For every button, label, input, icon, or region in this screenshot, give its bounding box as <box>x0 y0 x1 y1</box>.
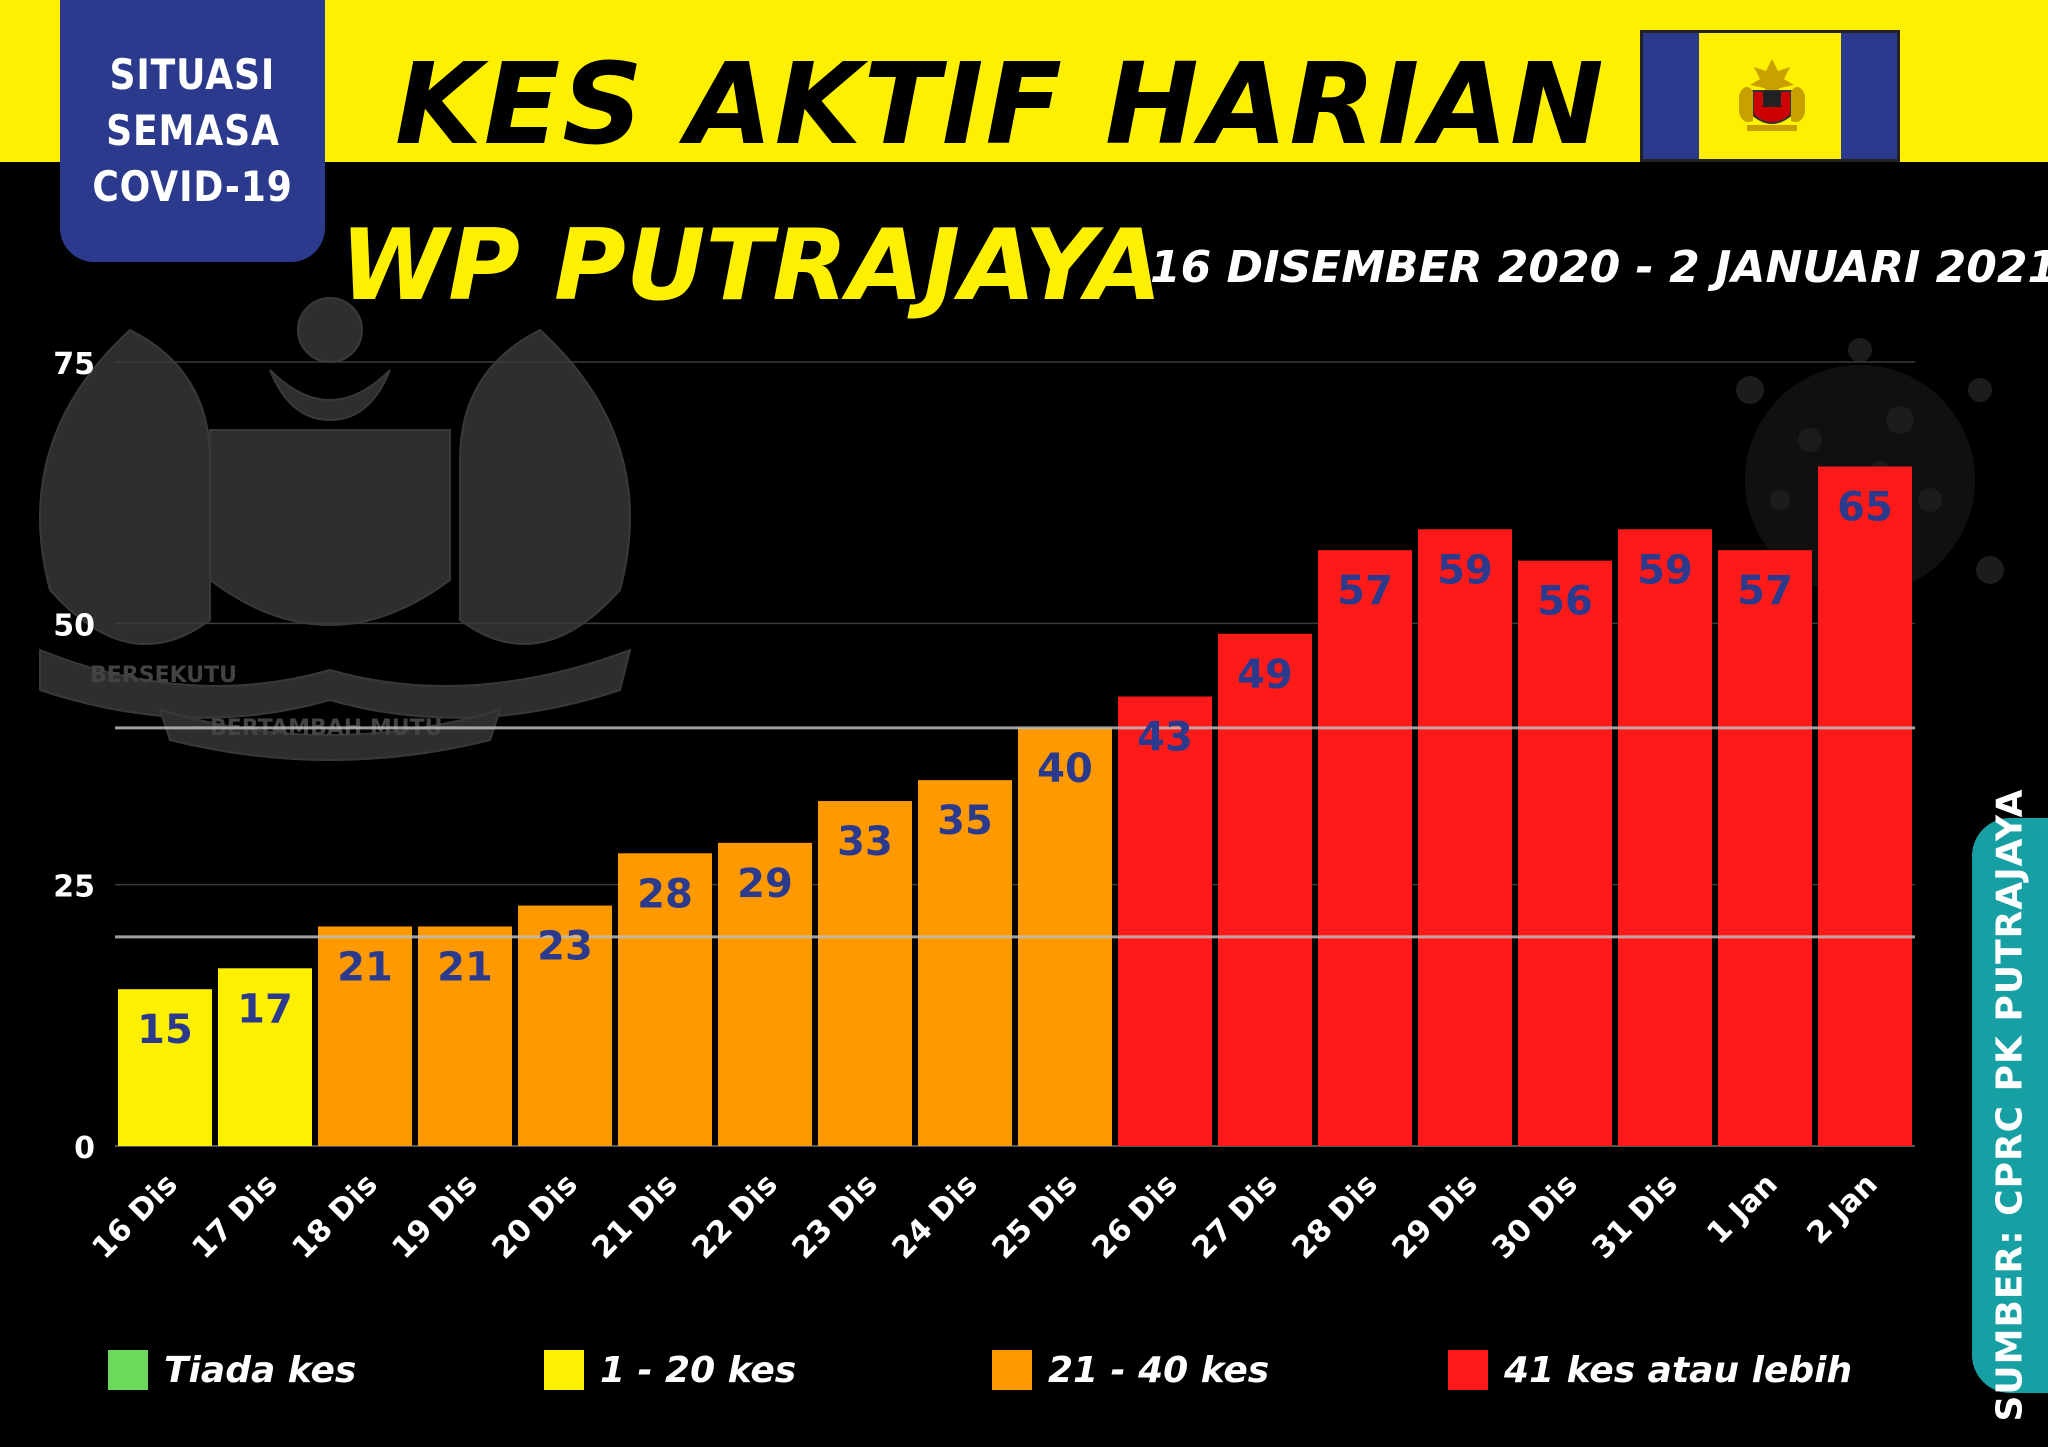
page-title: KES AKTIF HARIAN <box>395 40 1606 170</box>
x-tick-label: 19 Dis <box>385 1167 484 1260</box>
bar-value-label: 23 <box>537 924 593 970</box>
bar-value-label: 57 <box>1337 568 1393 614</box>
x-tick-label: 30 Dis <box>1485 1167 1584 1260</box>
legend-label-none: Tiada kes <box>164 1349 357 1391</box>
bar <box>1418 529 1512 1146</box>
legend-label-mid: 21 - 40 kes <box>1048 1349 1270 1391</box>
bar <box>1118 696 1212 1146</box>
x-tick-label: 1 Jan <box>1700 1167 1784 1251</box>
bar-value-label: 57 <box>1737 568 1793 614</box>
legend-item-mid: 21 - 40 kes <box>992 1342 1269 1398</box>
x-tick-label: 26 Dis <box>1085 1167 1184 1260</box>
bar-value-label: 21 <box>437 944 493 990</box>
bar <box>718 842 812 1146</box>
bar <box>318 926 412 1146</box>
bar-value-label: 56 <box>1537 579 1593 625</box>
x-tick-label: 27 Dis <box>1185 1167 1284 1260</box>
bar <box>218 968 312 1146</box>
x-tick-label: 20 Dis <box>485 1167 584 1260</box>
covid-situation-badge: SITUASI SEMASA COVID-19 <box>60 0 325 262</box>
bar <box>1218 633 1312 1146</box>
bar-value-label: 17 <box>237 986 293 1032</box>
legend-item-low: 1 - 20 kes <box>544 1342 796 1398</box>
legend-label-low: 1 - 20 kes <box>600 1349 797 1391</box>
x-tick-label: 31 Dis <box>1585 1167 1684 1260</box>
x-tick-label: 2 Jan <box>1800 1167 1884 1251</box>
bar <box>918 780 1012 1146</box>
badge-line-1: SITUASI <box>109 50 276 99</box>
x-tick-label: 23 Dis <box>785 1167 884 1260</box>
x-tick-label: 16 Dis <box>85 1167 184 1260</box>
legend-swatch-high <box>1448 1350 1488 1390</box>
bar-value-label: 59 <box>1637 547 1693 593</box>
legend-item-none: Tiada kes <box>108 1342 356 1398</box>
bar <box>1818 466 1912 1146</box>
bar <box>1318 550 1412 1146</box>
x-tick-label: 29 Dis <box>1385 1167 1484 1260</box>
bar-value-label: 29 <box>737 861 793 907</box>
bar-value-label: 65 <box>1837 485 1893 531</box>
bar <box>818 801 912 1146</box>
y-tick-label: 75 <box>53 347 95 382</box>
source-label: SUMBER: CPRC PK PUTRAJAYA <box>1989 788 2031 1422</box>
x-tick-label: 21 Dis <box>585 1167 684 1260</box>
bar <box>1518 560 1612 1146</box>
bar <box>118 989 212 1146</box>
legend-swatch-low <box>544 1350 584 1390</box>
legend-label-high: 41 kes atau lebih <box>1504 1349 1853 1391</box>
badge-line-3: COVID-19 <box>92 162 293 211</box>
bar-value-label: 28 <box>637 871 693 917</box>
bar-value-label: 35 <box>937 798 993 844</box>
date-range: 16 DISEMBER 2020 - 2 JANUARI 2021 <box>1150 242 2048 293</box>
badge-line-2: SEMASA <box>105 106 280 155</box>
legend-swatch-none <box>108 1350 148 1390</box>
putrajaya-flag-icon <box>1640 30 1900 162</box>
y-tick-label: 25 <box>53 870 95 905</box>
x-tick-label: 28 Dis <box>1285 1167 1384 1260</box>
region-subtitle: WP PUTRAJAYA <box>340 209 1163 323</box>
x-tick-label: 25 Dis <box>985 1167 1084 1260</box>
daily-active-cases-chart: 0 25 50 75 15 16 Dis 17 17 Dis 21 18 Dis 21 19 Dis… <box>53 347 1915 1260</box>
motto-left: BERSEKUTU <box>90 663 237 688</box>
x-tick-label: 17 Dis <box>185 1167 284 1260</box>
y-tick-label: 0 <box>74 1131 95 1166</box>
x-tick-label: 24 Dis <box>885 1167 984 1260</box>
y-tick-label: 50 <box>53 608 95 643</box>
x-tick-label: 22 Dis <box>685 1167 784 1260</box>
bar <box>1618 529 1712 1146</box>
bar-value-label: 59 <box>1437 547 1493 593</box>
source-tab: SUMBER: CPRC PK PUTRAJAYA <box>1972 788 2048 1422</box>
bar-value-label: 43 <box>1137 715 1193 761</box>
bar-value-label: 49 <box>1237 652 1293 698</box>
coat-of-arms-watermark-icon: BERSEKUTU BERTAMBAH MUTU <box>39 297 632 761</box>
legend-swatch-mid <box>992 1350 1032 1390</box>
bar <box>618 853 712 1146</box>
bar <box>418 926 512 1146</box>
bar-value-label: 15 <box>137 1007 193 1053</box>
bar <box>1718 550 1812 1146</box>
bar-value-label: 33 <box>837 819 893 865</box>
bar <box>518 905 612 1146</box>
x-tick-label: 18 Dis <box>285 1167 384 1260</box>
legend-item-high: 41 kes atau lebih <box>1448 1342 1852 1398</box>
bar-value-label: 40 <box>1037 746 1093 792</box>
bar-value-label: 21 <box>337 944 393 990</box>
